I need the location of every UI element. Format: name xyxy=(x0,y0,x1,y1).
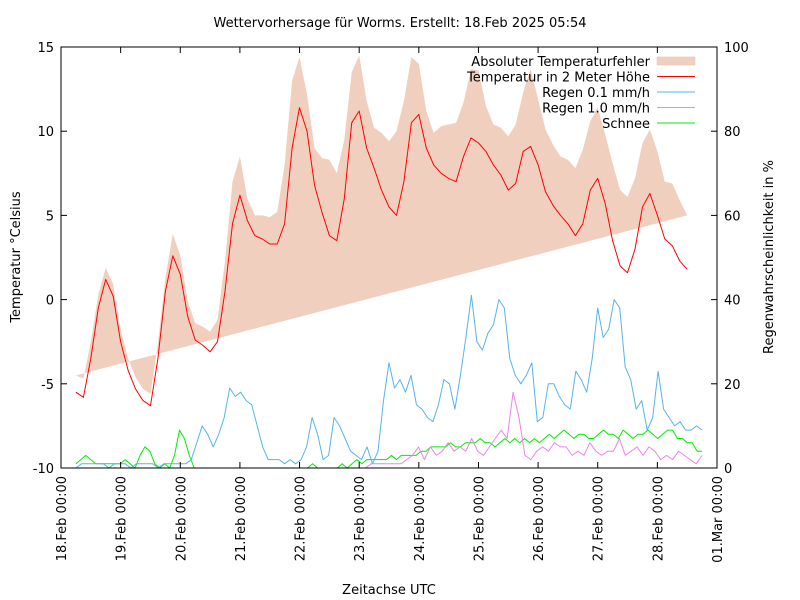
plot-frame xyxy=(60,46,718,469)
y2-tick-label: 80 xyxy=(724,125,741,140)
x-tick-label: 20.Feb 00:00 xyxy=(174,476,189,561)
y-tick-label: -5 xyxy=(41,378,54,393)
x-tick-label: 24.Feb 00:00 xyxy=(413,476,428,561)
legend-label-band: Absoluter Temperaturfehler xyxy=(471,55,650,70)
x-tick-label: 26.Feb 00:00 xyxy=(532,476,547,561)
legend-label-temp: Temperatur in 2 Meter Höhe xyxy=(466,71,650,86)
x-axis: 18.Feb 00:00 19.Feb 00:00 20.Feb 00:00 21.F… xyxy=(55,47,726,563)
snow-line xyxy=(75,429,703,469)
y-tick-label: 0 xyxy=(46,294,54,309)
y-tick-label: 5 xyxy=(46,209,54,224)
y-tick-label: -10 xyxy=(33,462,54,477)
x-tick-label: 21.Feb 00:00 xyxy=(234,476,249,561)
x-tick-label: 28.Feb 00:00 xyxy=(651,476,666,561)
x-tick-label: 27.Feb 00:00 xyxy=(592,476,607,561)
y2-tick-label: 60 xyxy=(724,209,741,224)
chart-title: Wettervorhersage für Worms. Erstellt: 18… xyxy=(213,16,586,31)
legend-swatch-band xyxy=(656,56,696,66)
x-tick-label: 25.Feb 00:00 xyxy=(472,476,487,561)
y2-tick-label: 20 xyxy=(724,378,741,393)
y2-tick-label: 100 xyxy=(724,41,749,56)
legend-label-snow: Schnee xyxy=(602,117,650,132)
y-axis-right: 100 80 60 40 20 0 xyxy=(711,41,749,477)
y-axis-label: Temperatur °Celsius xyxy=(9,191,24,324)
legend-label-rain01: Regen 0.1 mm/h xyxy=(542,86,650,101)
y2-tick-label: 0 xyxy=(724,462,732,477)
x-tick-label: 19.Feb 00:00 xyxy=(115,476,130,561)
y2-axis-label: Regenwahrscheinlichkeit in % xyxy=(762,160,777,354)
x-tick-label: 23.Feb 00:00 xyxy=(353,476,368,561)
y-axis-left: 15 10 5 0 -5 -10 xyxy=(33,41,67,477)
x-tick-label: 01.Mar 00:00 xyxy=(711,476,726,563)
x-axis-label: Zeitachse UTC xyxy=(342,583,436,598)
y2-tick-label: 40 xyxy=(724,294,741,309)
x-tick-label: 22.Feb 00:00 xyxy=(294,476,309,561)
y-tick-label: 10 xyxy=(37,125,54,140)
temperature-error-band xyxy=(75,55,688,394)
x-tick-label: 18.Feb 00:00 xyxy=(55,476,70,561)
temperature-line xyxy=(75,107,688,407)
y-tick-label: 15 xyxy=(37,41,54,56)
legend-label-rain10: Regen 1.0 mm/h xyxy=(542,102,650,117)
